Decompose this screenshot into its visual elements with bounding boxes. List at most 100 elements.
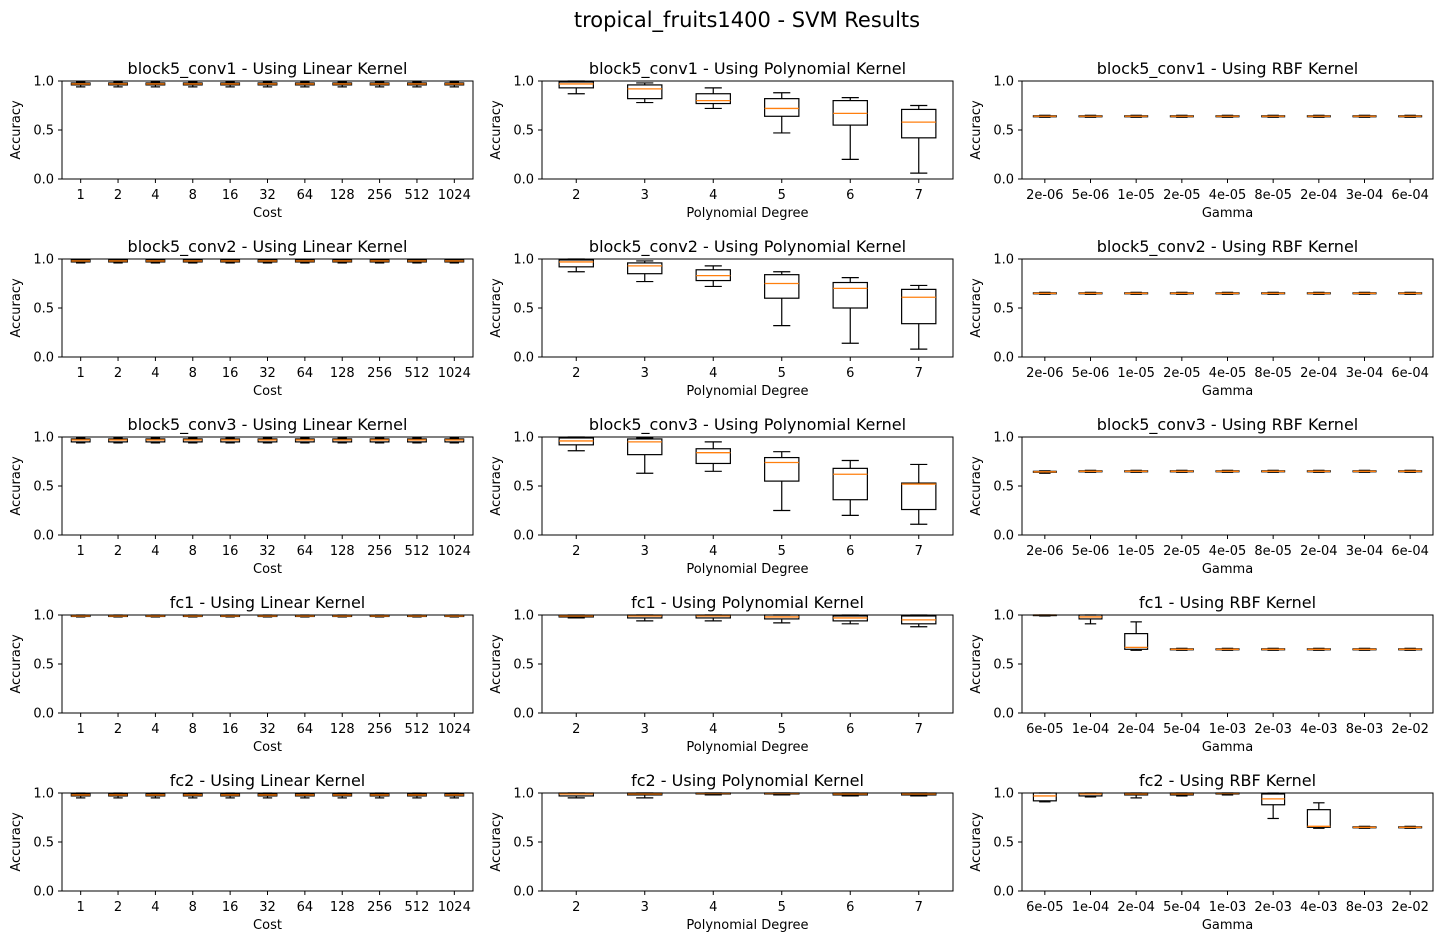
x-tick-label: 32: [259, 366, 276, 381]
subplot-title: block5_conv3 - Using RBF Kernel: [1097, 415, 1358, 435]
box-128: [332, 258, 353, 264]
y-axis-label: Accuracy: [489, 812, 504, 872]
x-tick-label: 8: [189, 900, 197, 915]
x-tick-label: 32: [259, 188, 276, 203]
x-tick-label: 128: [330, 188, 355, 203]
box-8e-03: [1352, 825, 1377, 829]
x-tick-label: 2: [572, 900, 580, 915]
x-tick-label: 32: [259, 722, 276, 737]
box-2e-04: [1306, 469, 1331, 473]
box-5: [764, 451, 800, 512]
x-tick-label: 6e-04: [1391, 366, 1429, 381]
box-1: [70, 258, 91, 264]
x-tick-label: 128: [330, 722, 355, 737]
x-tick-label: 4: [709, 544, 717, 559]
y-tick-label: 0.5: [993, 836, 1014, 851]
axes-frame: [541, 258, 954, 358]
x-tick-label: 2e-03: [1254, 900, 1292, 915]
y-tick-label: 0.0: [513, 885, 534, 900]
axes-frame: [1021, 792, 1434, 892]
x-tick-label: 128: [330, 900, 355, 915]
x-tick-label: 1e-05: [1117, 366, 1155, 381]
x-tick-label: 5e-06: [1072, 366, 1110, 381]
box-8: [182, 81, 203, 88]
x-tick-label: 8: [189, 722, 197, 737]
x-tick-label: 2e-04: [1300, 188, 1338, 203]
box-body: [627, 438, 663, 456]
x-tick-label: 2: [114, 544, 122, 559]
y-tick-label: 1.0: [513, 75, 534, 90]
y-tick-label: 0.0: [993, 885, 1014, 900]
y-axis-label: Accuracy: [489, 456, 504, 516]
box-3: [627, 82, 663, 104]
x-tick-label: 2: [114, 900, 122, 915]
x-tick-label: 1e-03: [1209, 900, 1247, 915]
x-tick-label: 8: [189, 544, 197, 559]
subplot-5: block5_conv2 - Using Polynomial Kernel 0.…: [489, 237, 954, 399]
box-64: [294, 258, 315, 264]
x-tick-label: 4e-03: [1300, 900, 1338, 915]
x-tick-label: 2e-06: [1026, 366, 1064, 381]
x-tick-label: 3e-04: [1346, 188, 1384, 203]
y-axis-label: Accuracy: [489, 100, 504, 160]
box-2e-04: [1306, 114, 1331, 118]
subplot-9: block5_conv3 - Using RBF Kernel 0.0 0.5 1.0…: [969, 415, 1434, 577]
box-5e-06: [1078, 114, 1103, 118]
x-tick-label: 1e-04: [1072, 900, 1110, 915]
x-tick-label: 2e-05: [1163, 188, 1201, 203]
y-tick-label: 0.0: [33, 707, 54, 722]
x-tick-label: 4: [151, 544, 159, 559]
box-4e-03: [1306, 647, 1331, 651]
subplot-6: block5_conv2 - Using RBF Kernel 0.0 0.5 1.0…: [969, 237, 1434, 399]
y-axis-label: Accuracy: [9, 812, 24, 872]
box-body: [695, 448, 731, 465]
x-tick-label: 6: [846, 900, 854, 915]
x-tick-label: 256: [367, 366, 392, 381]
x-tick-label: 128: [330, 366, 355, 381]
box-body: [901, 288, 937, 325]
x-tick-label: 1: [77, 366, 85, 381]
x-tick-label: 3e-04: [1346, 544, 1384, 559]
box-4: [695, 441, 731, 472]
y-tick-label: 0.5: [33, 480, 54, 495]
y-tick-label: 1.0: [513, 253, 534, 268]
x-tick-label: 3: [641, 722, 649, 737]
x-tick-label: 5e-06: [1072, 544, 1110, 559]
x-tick-label: 5: [778, 722, 786, 737]
x-tick-label: 128: [330, 544, 355, 559]
box-body: [901, 482, 937, 511]
box-128: [332, 437, 353, 444]
y-axis-label: Accuracy: [969, 456, 984, 516]
x-tick-label: 4: [709, 722, 717, 737]
box-2e-05: [1169, 114, 1194, 118]
y-tick-label: 0.0: [33, 351, 54, 366]
box-6: [832, 459, 868, 517]
y-axis-label: Accuracy: [969, 100, 984, 160]
subplot-title: fc2 - Using RBF Kernel: [1139, 771, 1316, 790]
box-512: [407, 437, 427, 444]
x-tick-label: 3: [641, 900, 649, 915]
x-tick-label: 1e-05: [1117, 188, 1155, 203]
x-tick-label: 64: [297, 544, 314, 559]
box-7: [901, 463, 937, 525]
x-tick-label: 2e-04: [1300, 366, 1338, 381]
subplot-title: block5_conv3 - Using Linear Kernel: [128, 415, 408, 435]
x-tick-label: 2e-04: [1300, 544, 1338, 559]
x-tick-label: 5: [778, 366, 786, 381]
box-body: [764, 456, 800, 482]
x-tick-label: 64: [297, 900, 314, 915]
x-tick-label: 1: [77, 188, 85, 203]
y-tick-label: 0.5: [993, 302, 1014, 317]
x-tick-label: 1024: [438, 900, 471, 915]
box-8e-05: [1261, 114, 1286, 118]
y-axis-label: Accuracy: [9, 100, 24, 160]
box-5: [764, 92, 800, 134]
x-tick-label: 6e-04: [1391, 544, 1429, 559]
x-tick-label: 8e-05: [1254, 188, 1292, 203]
x-tick-label: 3: [641, 366, 649, 381]
box-6e-04: [1398, 469, 1423, 473]
y-axis-label: Accuracy: [9, 456, 24, 516]
x-tick-label: 4: [151, 900, 159, 915]
box-1024: [444, 437, 465, 444]
subplot-title: fc1 - Using RBF Kernel: [1139, 593, 1316, 612]
